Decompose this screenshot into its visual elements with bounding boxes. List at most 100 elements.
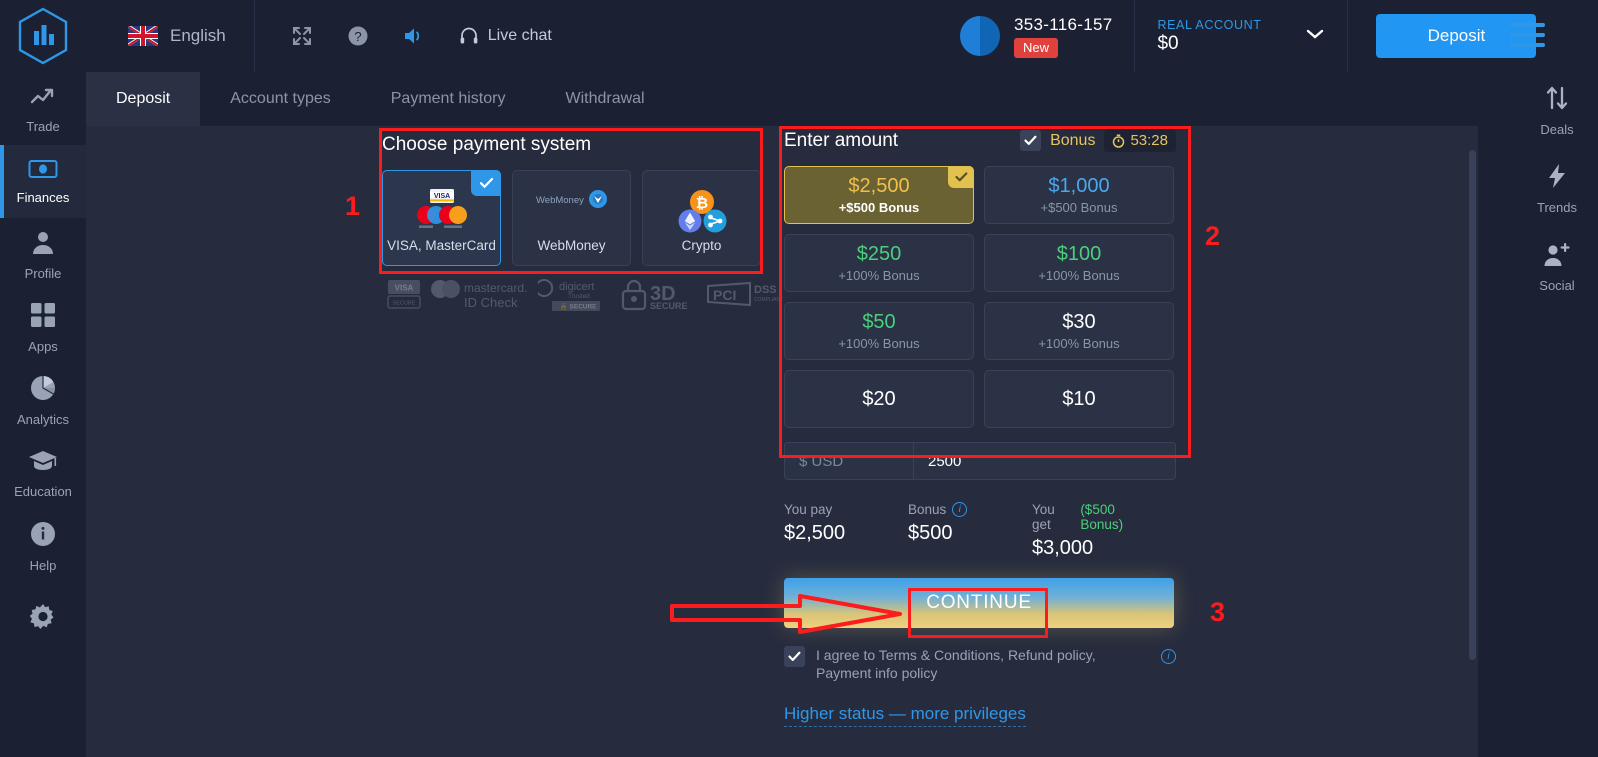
amount-tile-bonus: +$500 Bonus (1040, 200, 1118, 215)
amount-tile-value: $50 (862, 311, 896, 333)
content-scrollbar-thumb[interactable] (1469, 150, 1476, 660)
checkmark-icon (948, 166, 974, 188)
amount-tile-value: $2,500 (848, 175, 910, 197)
amount-tile-bonus: +100% Bonus (1038, 336, 1120, 351)
sidebar-item-trends[interactable]: Trends (1516, 150, 1598, 228)
sidebar-item-trade[interactable]: Trade (0, 72, 86, 145)
info-circle-icon[interactable]: i (952, 502, 968, 517)
tab-withdrawal[interactable]: Withdrawal (565, 90, 645, 107)
amount-tile[interactable]: $30 +100% Bonus (984, 302, 1174, 360)
svg-text:?: ? (354, 29, 361, 44)
terms-checkbox[interactable] (784, 646, 805, 667)
language-selector[interactable]: English (128, 26, 226, 46)
higher-status-link[interactable]: Higher status — more privileges (784, 704, 1026, 727)
sidebar-label: Deals (1540, 122, 1574, 137)
left-sidebar: Trade Finances Profile (0, 72, 86, 757)
svg-text:VISA: VISA (395, 284, 414, 293)
sidebar-item-deals[interactable]: Deals (1516, 72, 1598, 150)
summary-you-pay: You pay $2,500 (784, 502, 908, 560)
info-circle-icon[interactable]: i (1161, 649, 1176, 664)
terms-agreement: I agree to Terms & Conditions, Refund po… (784, 646, 1176, 682)
sidebar-label: Trends (1537, 200, 1577, 215)
amount-tile[interactable]: $1,000 +$500 Bonus (984, 166, 1174, 224)
fullscreen-icon[interactable] (291, 25, 313, 47)
sidebar-item-social[interactable]: Social (1516, 228, 1598, 306)
live-chat-button[interactable]: Live chat (459, 26, 552, 46)
amount-tile[interactable]: $100 +100% Bonus (984, 234, 1174, 292)
bonus-timer-value: 53:28 (1130, 132, 1168, 149)
choose-payment-system-panel: Choose payment system VISA (382, 134, 762, 266)
amount-tile-value: $10 (1062, 387, 1096, 410)
3d-secure-badge-icon: 3D SECURE (614, 278, 706, 317)
amount-input[interactable]: 2500 (913, 443, 1175, 479)
sidebar-item-help[interactable]: Help (0, 510, 86, 583)
payment-summary: You pay $2,500 Bonus i $500 You get ($50… (784, 502, 1176, 560)
uk-flag-icon (128, 26, 158, 46)
amount-tile-bonus: +100% Bonus (838, 336, 920, 351)
summary-label: Bonus i (908, 502, 1032, 517)
amount-tile[interactable]: $2,500 +$500 Bonus (784, 166, 974, 224)
amount-tile-value: $100 (1056, 243, 1102, 265)
trend-arrow-icon (29, 84, 57, 113)
header-divider (253, 0, 255, 72)
payment-method-visa-mastercard[interactable]: VISA VISA, MasterCard (382, 170, 501, 266)
question-circle-icon[interactable]: ? (347, 25, 369, 47)
sidebar-item-apps[interactable]: Apps (0, 291, 86, 364)
amount-tile-bonus: +100% Bonus (1038, 268, 1120, 283)
amount-tile-value: $1,000 (1048, 175, 1110, 197)
account-info: 353-116-157 New (1014, 15, 1112, 58)
svg-text:mastercard.: mastercard. (464, 281, 527, 295)
sidebar-item-profile[interactable]: Profile (0, 218, 86, 291)
amount-tile-value: $250 (856, 243, 902, 265)
deposit-button[interactable]: Deposit (1376, 14, 1537, 58)
svg-text:₿: ₿ (695, 195, 707, 212)
amount-tile[interactable]: $250 +100% Bonus (784, 234, 974, 292)
bonus-timer: 53:28 (1104, 129, 1176, 152)
hamburger-menu-icon[interactable] (1510, 23, 1545, 53)
sidebar-item-education[interactable]: Education (0, 437, 86, 510)
amount-header: Enter amount Bonus 53:28 (784, 129, 1176, 152)
gear-icon (29, 603, 57, 636)
bonus-label: Bonus (1050, 131, 1096, 149)
language-label: English (170, 26, 226, 45)
account-balance-dropdown[interactable]: REAL ACCOUNT $0 (1157, 18, 1325, 55)
payment-method-name: Crypto (681, 238, 722, 253)
svg-text:3D: 3D (650, 283, 676, 305)
sidebar-item-finances[interactable]: Finances (0, 145, 86, 218)
tab-deposit[interactable]: Deposit (86, 72, 201, 126)
stopwatch-icon (1113, 133, 1125, 148)
summary-value: $500 (908, 522, 953, 544)
header-tools: ? Live chat (291, 25, 552, 47)
top-header: English ? (0, 0, 1598, 72)
sidebar-item-analytics[interactable]: Analytics (0, 364, 86, 437)
deposit-content: Choose payment system VISA (86, 126, 1478, 757)
sidebar-label: Trade (26, 118, 60, 134)
svg-text:VISA: VISA (433, 193, 449, 200)
status-badge: New (1014, 37, 1059, 58)
amount-input-group: $ USD 2500 (784, 442, 1176, 480)
mastercard-idcheck-badge-icon: mastercard. ID Check (426, 278, 538, 317)
app-logo[interactable] (0, 0, 86, 72)
live-chat-label: Live chat (487, 27, 552, 44)
speaker-icon[interactable] (403, 26, 425, 46)
tab-account-types[interactable]: Account types (230, 90, 331, 107)
summary-value: $2,500 (784, 522, 846, 544)
svg-text:PCI: PCI (713, 287, 736, 303)
amount-tile-value: $30 (1062, 311, 1096, 333)
continue-button[interactable]: CONTINUE (784, 578, 1174, 628)
graduation-cap-icon (28, 449, 58, 478)
payment-method-crypto[interactable]: ₿ Crypto (642, 170, 761, 266)
bonus-checkbox[interactable] (1020, 130, 1042, 151)
amount-tile[interactable]: $50 +100% Bonus (784, 302, 974, 360)
sidebar-item-settings[interactable] (0, 583, 86, 656)
amount-tile[interactable]: $20 (784, 370, 974, 428)
payment-method-webmoney[interactable]: WebMoney WebMoney (512, 170, 631, 266)
crypto-coins-icon: ₿ (643, 189, 760, 235)
pie-chart-icon (30, 375, 56, 406)
avatar[interactable] (960, 16, 1000, 56)
tab-payment-history[interactable]: Payment history (390, 90, 506, 107)
amount-tile[interactable]: $10 (984, 370, 1174, 428)
digicert-badge-icon: digicert Trusted 🔒 SECURE (535, 278, 614, 317)
svg-text:SECURE: SECURE (393, 301, 416, 307)
person-icon (30, 229, 56, 260)
